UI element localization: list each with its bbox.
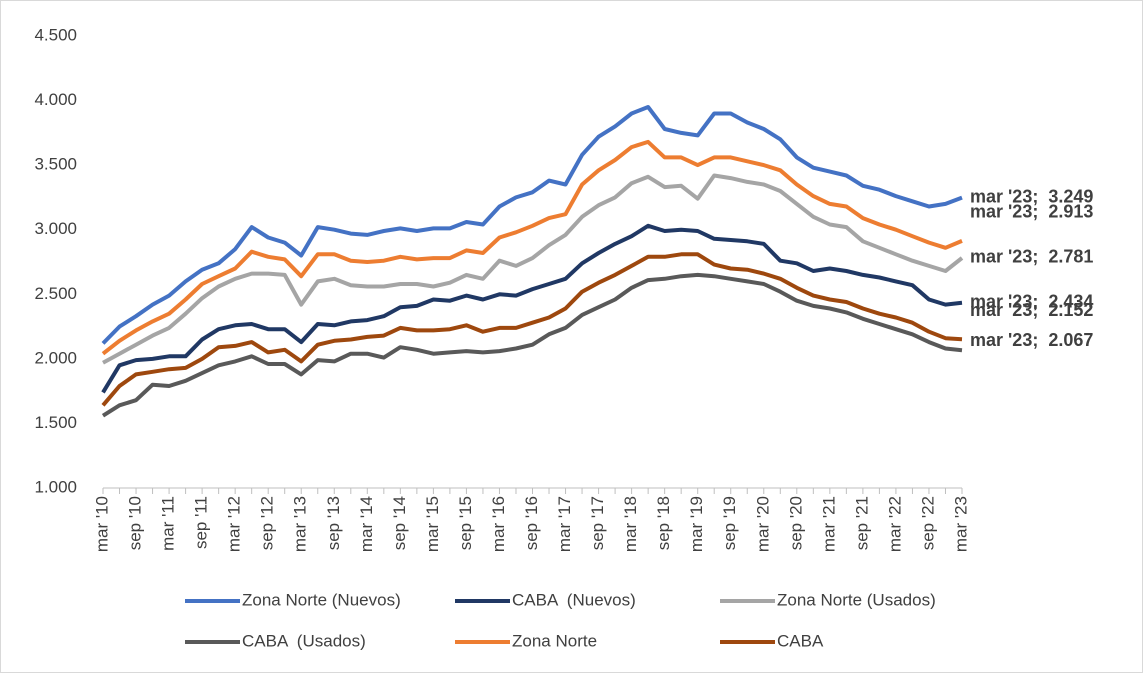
x-tick-label: mar '13 [291, 496, 310, 552]
x-tick-label: sep '16 [522, 496, 541, 550]
x-tick-label: mar '21 [819, 496, 838, 552]
data-label: mar '23; 2.152 [970, 300, 1093, 320]
x-tick-label: sep '12 [258, 496, 277, 550]
legend-label: CABA (Usados) [242, 631, 366, 650]
x-tick-label: mar '14 [357, 496, 376, 552]
data-label: mar '23; 2.913 [970, 202, 1093, 222]
y-tick-label: 4.000 [34, 90, 77, 109]
y-tick-label: 2.000 [34, 348, 77, 367]
x-tick-label: mar '10 [92, 496, 111, 552]
x-tick-label: mar '20 [753, 496, 772, 552]
x-tick-label: sep '18 [654, 496, 673, 550]
series-line [101, 139, 963, 356]
data-label: mar '23; 2.781 [970, 247, 1093, 267]
x-tick-label: sep '22 [918, 496, 937, 550]
y-tick-label: 1.000 [34, 477, 77, 496]
series-line [101, 223, 963, 394]
y-tick-label: 4.500 [34, 25, 77, 44]
x-tick-label: mar '11 [159, 496, 178, 551]
x-tick-label: sep '14 [390, 496, 409, 550]
data-label: mar '23; 2.434 [970, 292, 1093, 312]
x-tick-label: mar '19 [687, 496, 706, 552]
x-tick-label: sep '13 [324, 496, 343, 550]
y-tick-label: 3.500 [34, 155, 77, 174]
legend-label: CABA (Nuevos) [512, 590, 636, 609]
x-tick-label: sep '11 [192, 496, 211, 549]
data-label: mar '23; 3.249 [970, 186, 1093, 206]
x-tick-label: sep '19 [720, 496, 739, 550]
x-tick-label: mar '18 [621, 496, 640, 552]
legend-label: Zona Norte (Nuevos) [242, 590, 401, 609]
legend-label: Zona Norte (Usados) [777, 590, 936, 609]
series-line [101, 105, 963, 345]
x-tick-label: mar '23 [951, 496, 970, 552]
series-line [102, 173, 964, 365]
x-tick-label: sep '20 [786, 496, 805, 550]
legend-label: Zona Norte [512, 631, 597, 650]
y-tick-label: 2.500 [34, 284, 77, 303]
x-tick-label: mar '12 [225, 496, 244, 552]
series-line [101, 272, 963, 418]
x-tick-label: sep '10 [126, 496, 145, 550]
y-tick-label: 3.000 [34, 219, 77, 238]
x-tick-label: sep '21 [852, 496, 871, 550]
x-tick-label: sep '17 [588, 496, 607, 550]
x-tick-label: mar '22 [885, 496, 904, 552]
legend-label: CABA [777, 631, 824, 650]
x-tick-label: mar '15 [423, 496, 442, 552]
data-label: mar '23; 2.067 [970, 330, 1093, 350]
x-tick-label: sep '15 [456, 496, 475, 550]
x-tick-label: mar '16 [489, 496, 508, 552]
y-tick-label: 1.500 [34, 413, 77, 432]
series-line [101, 252, 963, 407]
x-tick-label: mar '17 [555, 496, 574, 552]
